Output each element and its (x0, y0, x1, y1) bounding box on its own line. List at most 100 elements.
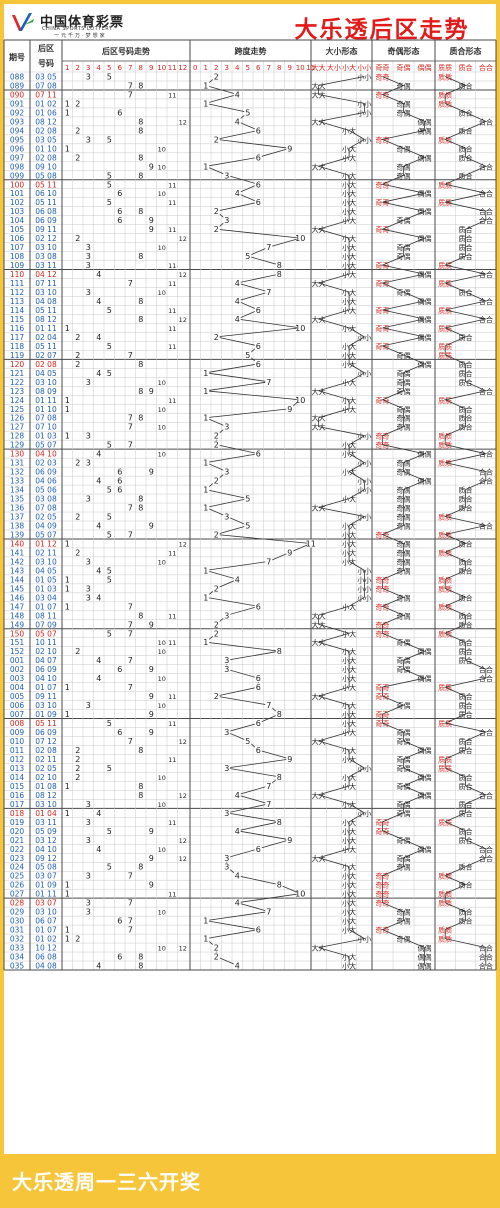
issue-number: 142 (10, 557, 25, 566)
span-value-bg (244, 494, 252, 503)
page-header: 中国体育彩票 CHINA SPORTS LOTTERY 一元千万·梦想家 大乐透… (4, 4, 496, 43)
bigsmall-trend-line (317, 76, 366, 966)
trend-ball: 1 (65, 108, 70, 117)
oddeven-value: 奇偶 (397, 611, 411, 620)
bigsmall-value: 大大 (312, 117, 326, 126)
span-value: 7 (266, 908, 271, 917)
span-value: 9 (287, 755, 292, 764)
trend-ball: 11 (168, 819, 176, 827)
span-value: 5 (245, 252, 250, 261)
span-value-bg (212, 440, 220, 449)
back-header: 后区 (38, 43, 54, 53)
trend-col-number: 1 (65, 64, 69, 72)
trend-ball: 1 (65, 99, 70, 108)
issue-number: 035 (10, 962, 25, 971)
trend-ball: 9 (149, 665, 154, 674)
primecomp-value: 质合 (459, 593, 473, 602)
oddeven-value: 奇偶 (397, 764, 411, 773)
trend-ball: 11 (168, 720, 176, 728)
trend-ball: 2 (75, 764, 80, 773)
trend-ball: 1 (65, 539, 70, 548)
trend-ball: 8 (138, 117, 143, 126)
span-value-bg (254, 359, 262, 368)
primecomp-value: 合合 (479, 854, 493, 863)
issue-number: 010 (10, 737, 25, 746)
span-value: 3 (224, 171, 229, 180)
oddeven-value: 奇偶 (397, 665, 411, 674)
oddeven-value: 奇偶 (397, 108, 411, 117)
span-value-bg (202, 386, 210, 395)
trend-ball: 9 (149, 216, 154, 225)
span-value: 4 (235, 117, 240, 126)
back-numbers: 04 10 (35, 845, 57, 854)
trend-ball: 8 (138, 953, 143, 962)
oddeven-value: 偶偶 (418, 773, 432, 782)
trend-col-number: 11 (168, 64, 177, 72)
span-value-bg (296, 234, 304, 243)
trend-ball: 6 (117, 486, 122, 495)
span-value: 4 (235, 827, 240, 836)
span-value-bg (244, 252, 252, 261)
span-value: 2 (214, 333, 219, 342)
span-value: 4 (235, 899, 240, 908)
span-value: 7 (266, 243, 271, 252)
span-value-bg (254, 341, 262, 350)
span-trend-line (204, 76, 311, 966)
span-value: 1 (203, 99, 208, 108)
span-value-bg (212, 692, 220, 701)
back-numbers: 03 07 (35, 872, 57, 881)
trend-ball: 3 (86, 557, 91, 566)
span-value: 2 (214, 620, 219, 629)
back-numbers: 01 03 (35, 432, 57, 441)
trend-ball: 6 (117, 665, 122, 674)
trend-ball: 3 (86, 135, 91, 144)
issue-number: 019 (10, 818, 25, 827)
issue-number: 130 (10, 450, 25, 459)
trend-ball: 2 (75, 99, 80, 108)
span-value-bg (233, 296, 241, 305)
trend-ball: 8 (138, 252, 143, 261)
issue-number: 089 (10, 81, 25, 90)
span-value: 6 (256, 845, 261, 854)
back-numbers: 03 10 (35, 288, 57, 297)
span-value-bg (212, 225, 220, 234)
issue-number: 088 (10, 72, 25, 81)
span-value: 1 (203, 369, 208, 378)
issue-number: 114 (10, 306, 25, 315)
issue-number: 018 (10, 809, 25, 818)
span-value-bg (212, 629, 220, 638)
trend-ball: 5 (107, 342, 112, 351)
issue-number: 103 (10, 207, 25, 216)
trend-col-number: 3 (86, 64, 90, 72)
span-col-number: 2 (214, 64, 218, 72)
primecomp-value: 合合 (479, 791, 493, 800)
span-value-bg (265, 907, 273, 916)
trend-ball: 5 (107, 863, 112, 872)
span-value: 4 (235, 962, 240, 971)
span-value-bg (254, 126, 262, 135)
back-numbers: 03 05 (35, 135, 57, 144)
span-value: 3 (224, 611, 229, 620)
back-numbers: 02 08 (35, 153, 57, 162)
back-numbers: 07 08 (35, 504, 57, 513)
trend-ball: 10 (158, 244, 166, 252)
span-value: 5 (245, 495, 250, 504)
primecomp-value: 质质 (438, 324, 452, 333)
trend-ball: 2 (75, 234, 80, 243)
oddeven-option: 奇偶 (397, 63, 411, 72)
span-value: 1 (203, 638, 208, 647)
span-value-bg (275, 710, 283, 719)
span-value: 1 (203, 414, 208, 423)
oddeven-value: 奇奇 (376, 90, 390, 99)
issue-number: 119 (10, 351, 25, 360)
primecomp-value: 合合 (479, 189, 493, 198)
issue-number: 091 (10, 99, 25, 108)
trend-ball: 5 (107, 180, 112, 189)
span-value-bg (254, 602, 262, 611)
trend-ball: 4 (96, 809, 101, 818)
issue-number: 004 (10, 683, 25, 692)
back-numbers: 06 09 (35, 665, 57, 674)
back-numbers: 04 05 (35, 369, 57, 378)
trend-ball: 7 (128, 81, 133, 90)
issue-number: 106 (10, 234, 25, 243)
